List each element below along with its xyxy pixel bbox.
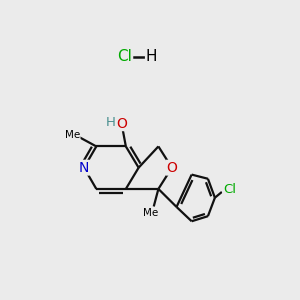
Text: H: H	[146, 49, 157, 64]
Text: Me: Me	[65, 130, 80, 140]
Text: O: O	[167, 161, 177, 175]
Text: Me: Me	[142, 208, 158, 218]
Text: Cl: Cl	[117, 49, 132, 64]
Text: H: H	[106, 116, 116, 129]
Text: N: N	[79, 161, 89, 175]
Text: Cl: Cl	[223, 183, 236, 196]
Text: O: O	[116, 116, 127, 130]
